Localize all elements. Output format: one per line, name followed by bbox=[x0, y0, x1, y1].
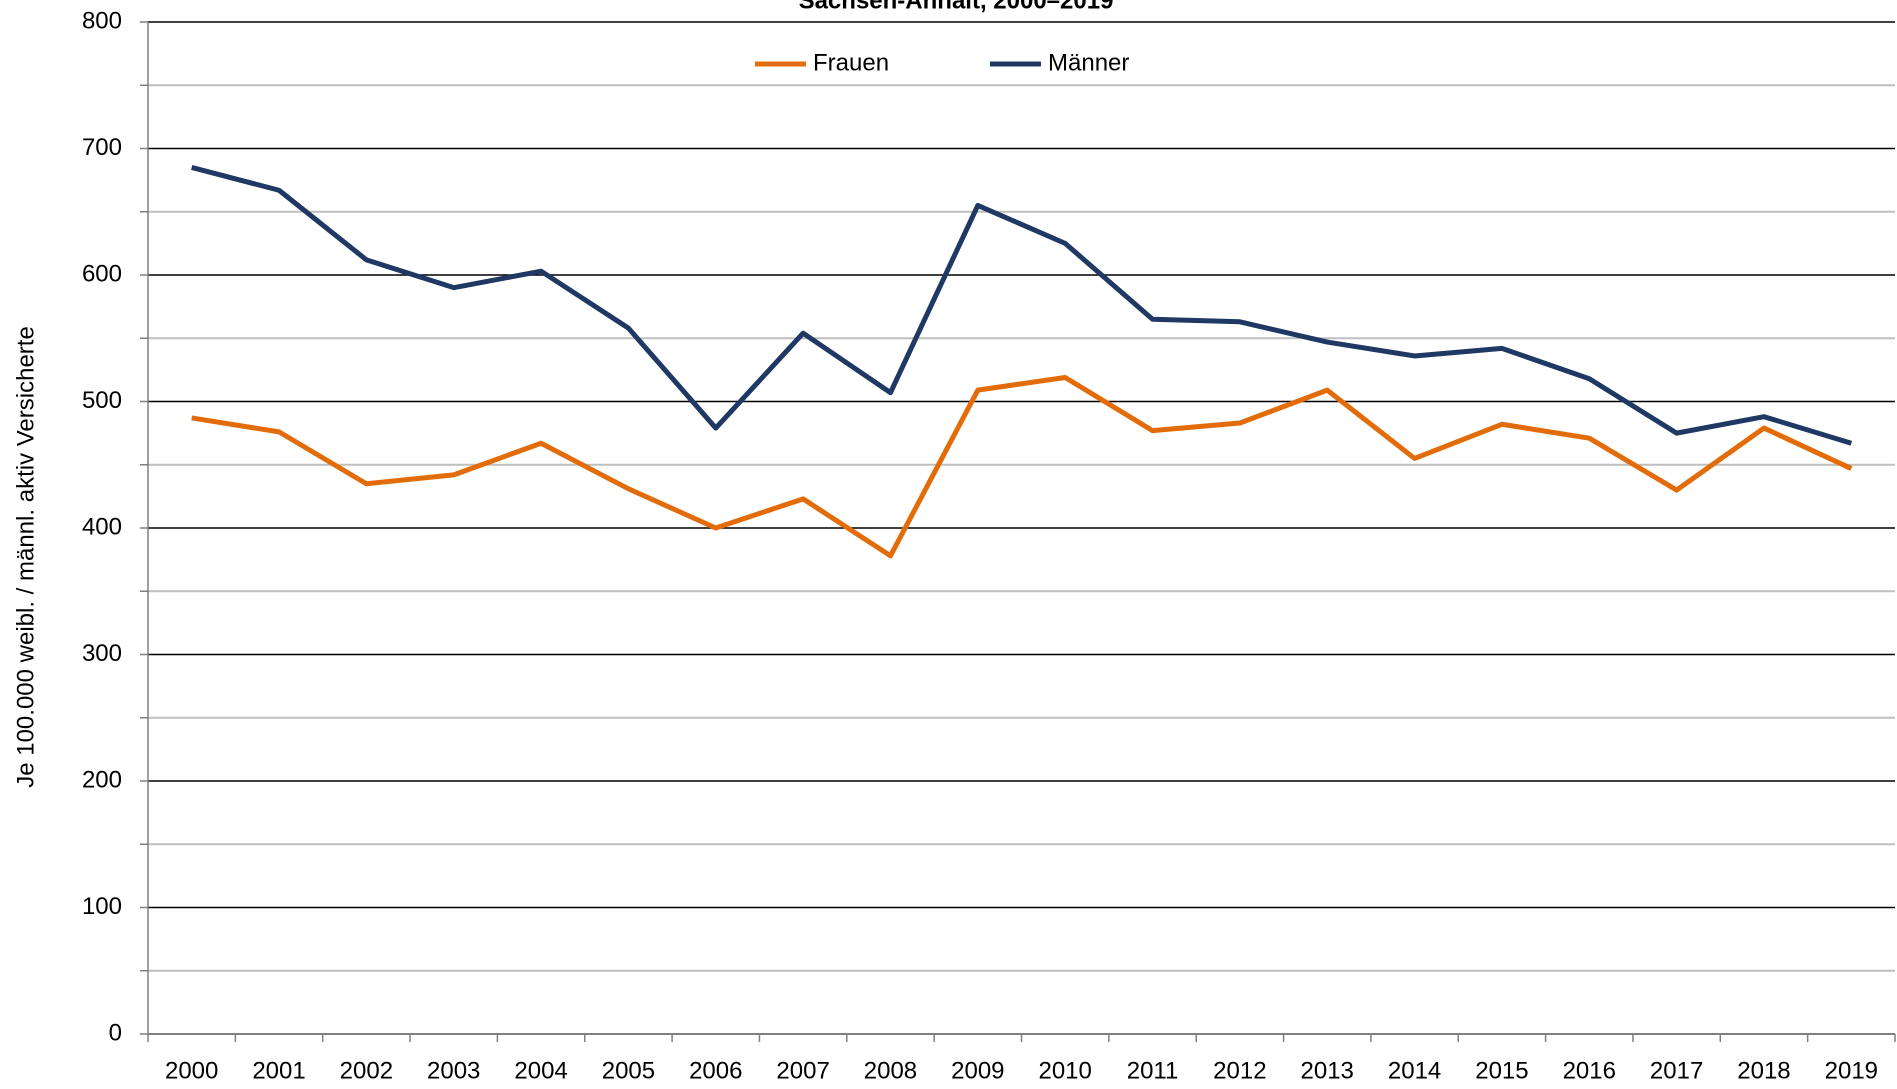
x-tick-label: 2011 bbox=[1127, 1057, 1179, 1084]
series-line bbox=[191, 165, 1853, 446]
x-tick-label: 2019 bbox=[1825, 1057, 1878, 1084]
chart-title: Sachsen-Anhalt, 2000–2019 bbox=[799, 0, 1114, 14]
x-tick-label: 2015 bbox=[1475, 1057, 1528, 1084]
x-tick-label: 2003 bbox=[427, 1057, 480, 1084]
x-tick-label: 2001 bbox=[252, 1057, 305, 1084]
y-tick-label: 700 bbox=[82, 134, 122, 161]
y-tick-label: 800 bbox=[82, 7, 122, 34]
x-tick-label: 2018 bbox=[1737, 1057, 1790, 1084]
x-tick-label: 2004 bbox=[514, 1057, 567, 1084]
legend-label: Männer bbox=[1048, 49, 1129, 76]
x-tick-label: 2000 bbox=[165, 1057, 218, 1084]
x-tick-label: 2002 bbox=[340, 1057, 393, 1084]
x-tick-label: 2005 bbox=[602, 1057, 655, 1084]
x-tick-label: 2007 bbox=[776, 1057, 829, 1084]
y-tick-label: 500 bbox=[82, 387, 122, 414]
y-tick-label: 600 bbox=[82, 260, 122, 287]
x-tick-label: 2010 bbox=[1038, 1057, 1091, 1084]
y-tick-label: 400 bbox=[82, 513, 122, 540]
legend-label: Frauen bbox=[813, 49, 889, 76]
x-tick-label: 2016 bbox=[1563, 1057, 1616, 1084]
x-tick-label: 2013 bbox=[1301, 1057, 1354, 1084]
x-tick-label: 2006 bbox=[689, 1057, 742, 1084]
x-tick-label: 2014 bbox=[1388, 1057, 1441, 1084]
x-tick-label: 2012 bbox=[1213, 1057, 1266, 1084]
x-tick-label: 2009 bbox=[951, 1057, 1004, 1084]
y-axis-label: Je 100.000 weibl. / männl. aktiv Versich… bbox=[12, 326, 39, 788]
y-tick-label: 100 bbox=[82, 893, 122, 920]
x-tick-label: 2008 bbox=[864, 1057, 917, 1084]
y-tick-label: 300 bbox=[82, 640, 122, 667]
y-tick-label: 0 bbox=[109, 1019, 122, 1046]
series-line bbox=[191, 374, 1853, 559]
x-tick-label: 2017 bbox=[1650, 1057, 1703, 1084]
y-tick-label: 200 bbox=[82, 766, 122, 793]
